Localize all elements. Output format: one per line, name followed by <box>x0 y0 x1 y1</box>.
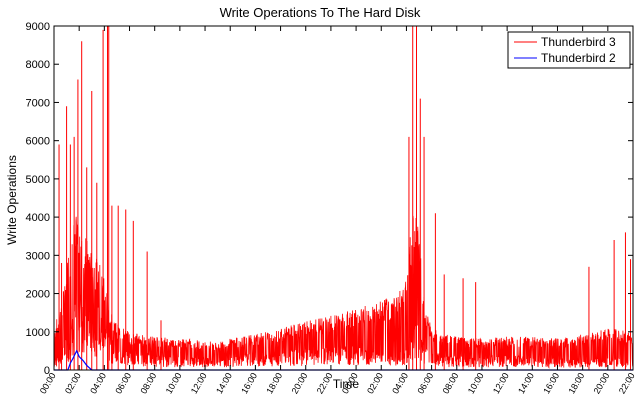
legend-label-thunderbird-3: Thunderbird 3 <box>541 35 616 49</box>
x-tick-label: 20:00 <box>290 371 310 396</box>
x-tick-label: 10:00 <box>164 371 184 396</box>
series-line-thunderbird-2 <box>54 349 633 371</box>
x-tick-label: 18:00 <box>264 371 284 396</box>
x-tick-label: 22:00 <box>315 371 335 396</box>
x-tick-label: 02:00 <box>365 371 385 396</box>
plot-area <box>53 26 634 371</box>
y-tick-label: 8000 <box>26 59 50 71</box>
x-tick-label: 16:00 <box>541 371 561 396</box>
x-tick-label: 12:00 <box>189 371 209 396</box>
y-tick-label: 0 <box>44 365 50 377</box>
x-tick-label: 14:00 <box>516 371 536 396</box>
y-tick-label: 7000 <box>26 97 50 109</box>
x-tick-label: 08:00 <box>139 371 159 396</box>
x-tick-label: 06:00 <box>113 371 133 396</box>
x-tick-label: 16:00 <box>239 371 259 396</box>
legend: Thunderbird 3 Thunderbird 2 <box>507 31 631 69</box>
x-tick-label: 14:00 <box>214 371 234 396</box>
y-tick-label: 3000 <box>26 250 50 262</box>
series-line-thunderbird-3 <box>53 215 634 369</box>
x-tick-label: 12:00 <box>491 371 511 396</box>
x-tick-label: 00:00 <box>38 371 58 396</box>
x-axis-label: Time <box>333 377 360 391</box>
y-tick-label: 1000 <box>26 327 50 339</box>
y-tick-label: 2000 <box>26 289 50 301</box>
x-tick-label: 02:00 <box>63 371 83 396</box>
x-tick-label: 06:00 <box>415 371 435 396</box>
y-tick-label: 9000 <box>26 21 50 33</box>
y-axis-label: Write Operations <box>5 155 19 245</box>
x-tick-label: 10:00 <box>466 371 486 396</box>
x-tick-label: 08:00 <box>441 371 461 396</box>
x-tick-label: 20:00 <box>592 371 612 396</box>
x-tick-label: 22:00 <box>617 371 637 396</box>
x-tick-label: 04:00 <box>88 371 108 396</box>
plot-frame <box>53 25 634 371</box>
x-tick-label: 18:00 <box>566 371 586 396</box>
legend-label-thunderbird-2: Thunderbird 2 <box>541 51 616 65</box>
legend-box <box>507 31 631 69</box>
y-tick-label: 6000 <box>26 136 50 148</box>
y-tick-label: 5000 <box>26 174 50 186</box>
y-tick-label: 4000 <box>26 212 50 224</box>
x-tick-label: 04:00 <box>390 371 410 396</box>
chart-title: Write Operations To The Hard Disk <box>220 5 421 20</box>
